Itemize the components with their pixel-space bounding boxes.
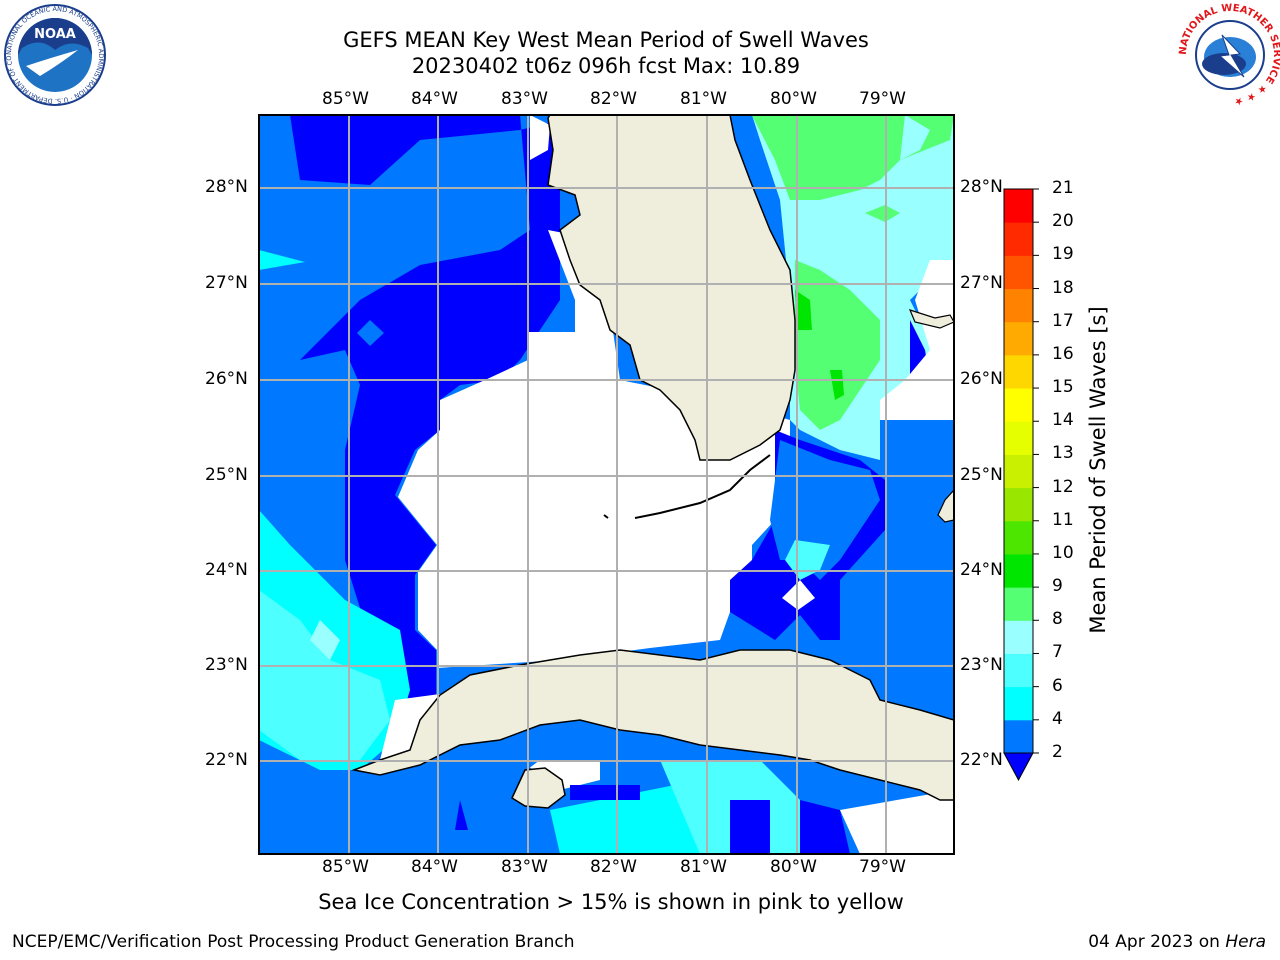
colorbar [1003, 188, 1039, 782]
lon-tick-label-top: 82°W [590, 89, 637, 109]
colorbar-segment [1004, 686, 1033, 721]
colorbar-segment [1004, 520, 1033, 555]
colorbar-segment [1004, 255, 1033, 290]
lon-tick-label-bottom: 80°W [770, 857, 817, 877]
colorbar-tick-label: 20 [1052, 211, 1074, 232]
lon-tick-label-top: 85°W [322, 89, 369, 109]
lat-tick-label-right: 28°N [960, 177, 1003, 197]
lon-tick-label-top: 79°W [859, 89, 906, 109]
chart-title: GEFS MEAN Key West Mean Period of Swell … [343, 28, 869, 52]
lat-tick-label-left: 28°N [205, 177, 248, 197]
lat-tick-label-right: 27°N [960, 273, 1003, 293]
colorbar-tick-label: 19 [1052, 244, 1074, 265]
colorbar-tick-label: 21 [1052, 178, 1074, 198]
colorbar-tick-label: 14 [1052, 410, 1074, 431]
colorbar-tick-label: 12 [1052, 476, 1074, 497]
colorbar-frame [1003, 188, 1034, 754]
colorbar-tick-label: 9 [1052, 576, 1063, 597]
colorbar-tick-label: 13 [1052, 443, 1074, 464]
lon-tick-label-bottom: 79°W [859, 857, 906, 877]
colorbar-tick-label: 15 [1052, 377, 1074, 398]
lat-tick-label-right: 23°N [960, 655, 1003, 675]
lat-tick-label-left: 25°N [205, 465, 248, 485]
lon-tick-label-top: 83°W [501, 89, 548, 109]
colorbar-segment [1004, 487, 1033, 522]
colorbar-segment [1004, 553, 1033, 588]
lon-tick-label-top: 81°W [680, 89, 727, 109]
colorbar-tick-label: 6 [1052, 675, 1063, 696]
colorbar-segment [1004, 454, 1033, 489]
noaa-logo: NATIONAL OCEANIC AND ATMOSPHERIC ADMINIS… [0, 0, 106, 106]
credit-branch: NCEP/EMC/Verification Post Processing Pr… [12, 932, 575, 952]
lat-tick-label-right: 26°N [960, 369, 1003, 389]
colorbar-tick-label: 17 [1052, 310, 1074, 331]
credit-machine: Hera [1225, 932, 1266, 952]
lon-tick-label-bottom: 81°W [680, 857, 727, 877]
colorbar-tick-label: 18 [1052, 277, 1074, 298]
colorbar-tick-label: 8 [1052, 609, 1063, 630]
chart-subtitle: 20230402 t06z 096h fcst Max: 10.89 [411, 54, 801, 78]
colorbar-segment [1004, 189, 1033, 223]
colorbar-tick-label: 16 [1052, 343, 1074, 364]
colorbar-segment [1004, 354, 1033, 389]
lat-tick-label-right: 24°N [960, 560, 1003, 580]
colorbar-tick-label: 4 [1052, 708, 1063, 729]
credit-date: 04 Apr 2023 on Hera [1088, 932, 1266, 952]
lat-tick-label-right: 25°N [960, 465, 1003, 485]
colorbar-segment [1004, 388, 1033, 422]
colorbar-tick-label: 7 [1052, 642, 1063, 663]
lat-tick-label-left: 27°N [205, 273, 248, 293]
sea-ice-note: Sea Ice Concentration > 15% is shown in … [318, 890, 904, 914]
colorbar-segment [1004, 321, 1033, 356]
map-plot-area [259, 115, 954, 854]
colorbar-segment [1004, 288, 1033, 323]
graticule [259, 115, 954, 854]
colorbar-segment [1004, 421, 1033, 455]
colorbar-title: Mean Period of Swell Waves [s] [1086, 306, 1110, 634]
colorbar-tick-label: 11 [1052, 509, 1074, 530]
lon-tick-label-top: 84°W [411, 89, 458, 109]
colorbar-segment [1004, 719, 1033, 754]
lat-tick-label-left: 22°N [205, 750, 248, 770]
colorbar-segment [1004, 222, 1033, 256]
map-frame [258, 114, 955, 855]
colorbar-segment [1004, 587, 1033, 621]
lat-tick-label-left: 24°N [205, 560, 248, 580]
lat-tick-label-left: 26°N [205, 369, 248, 389]
lon-tick-label-bottom: 85°W [322, 857, 369, 877]
lon-tick-label-bottom: 82°W [590, 857, 637, 877]
colorbar-segment [1004, 620, 1033, 654]
nws-logo: NATIONAL WEATHER SERVICE ★ ★ ★ [1178, 3, 1280, 107]
colorbar-tick-label: 10 [1052, 542, 1074, 563]
lat-tick-label-right: 22°N [960, 750, 1003, 770]
lon-tick-label-bottom: 83°W [501, 857, 548, 877]
colorbar-tick-label: 2 [1052, 742, 1063, 762]
colorbar-extend-arrow [1003, 752, 1034, 782]
lat-tick-label-left: 23°N [205, 655, 248, 675]
lon-tick-label-top: 80°W [770, 89, 817, 109]
lon-tick-label-bottom: 84°W [411, 857, 458, 877]
colorbar-segment [1004, 653, 1033, 688]
svg-text:NOAA: NOAA [34, 27, 76, 42]
